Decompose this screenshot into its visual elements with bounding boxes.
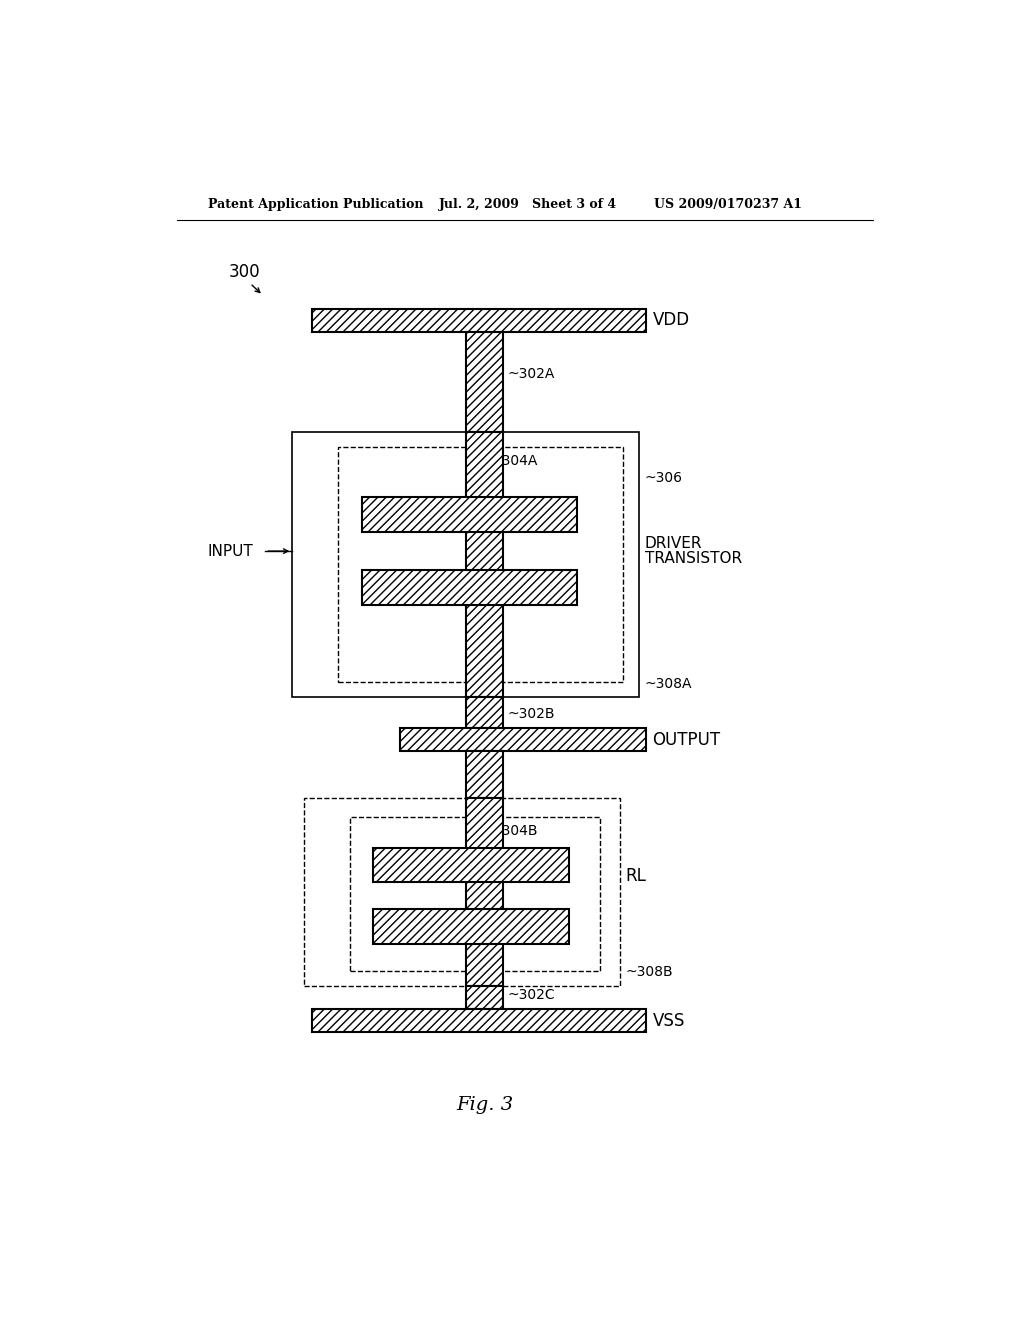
Bar xyxy=(361,570,578,605)
Bar xyxy=(466,697,503,729)
Text: ~302C: ~302C xyxy=(507,989,555,1002)
Text: VSS: VSS xyxy=(652,1012,685,1030)
Text: ~306: ~306 xyxy=(645,471,683,484)
Text: DRIVER: DRIVER xyxy=(645,536,702,550)
Bar xyxy=(292,432,639,697)
Bar xyxy=(311,1010,646,1032)
Bar xyxy=(466,797,503,986)
Text: INPUT: INPUT xyxy=(208,544,253,558)
Bar xyxy=(466,432,503,697)
Bar xyxy=(373,909,569,944)
Text: ~308B: ~308B xyxy=(626,965,674,979)
Bar xyxy=(400,729,646,751)
Text: ~304A: ~304A xyxy=(490,454,539,469)
Bar xyxy=(350,817,600,970)
Text: OUTPUT: OUTPUT xyxy=(652,731,721,748)
Bar xyxy=(466,751,503,797)
Bar xyxy=(373,847,569,882)
Bar xyxy=(466,986,503,1010)
Text: TRANSISTOR: TRANSISTOR xyxy=(645,552,742,566)
Text: 300: 300 xyxy=(229,264,261,281)
Text: Jul. 2, 2009   Sheet 3 of 4: Jul. 2, 2009 Sheet 3 of 4 xyxy=(438,198,616,211)
Bar xyxy=(304,797,620,986)
Text: RL: RL xyxy=(626,867,646,884)
Text: Patent Application Publication: Patent Application Publication xyxy=(208,198,423,211)
Bar xyxy=(339,447,624,682)
Bar xyxy=(361,498,578,532)
Text: VDD: VDD xyxy=(652,312,690,329)
Text: ~304B: ~304B xyxy=(490,824,539,838)
Text: ~308A: ~308A xyxy=(645,677,692,690)
Text: ~302B: ~302B xyxy=(507,708,555,721)
Text: US 2009/0170237 A1: US 2009/0170237 A1 xyxy=(654,198,802,211)
Bar xyxy=(466,331,503,432)
Text: ~302A: ~302A xyxy=(507,367,554,381)
Text: Fig. 3: Fig. 3 xyxy=(457,1097,513,1114)
Bar xyxy=(311,309,646,331)
